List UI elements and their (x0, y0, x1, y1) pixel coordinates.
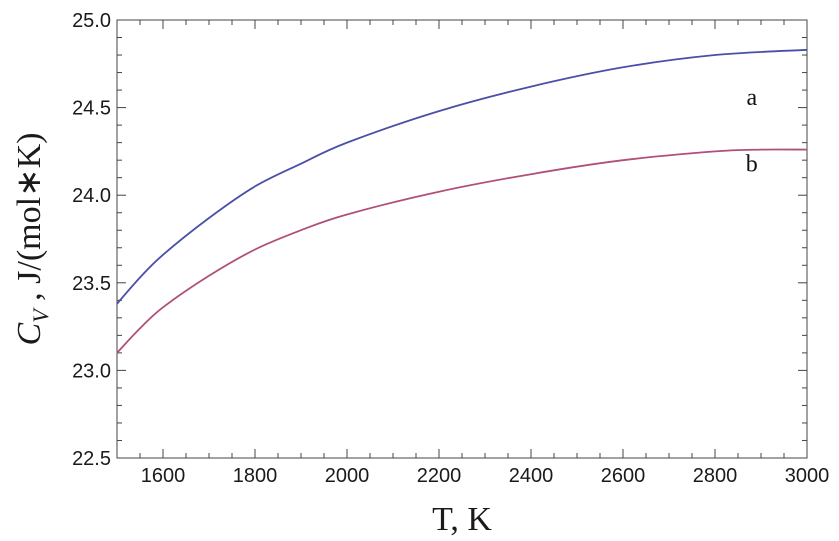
curve-label-a: a (746, 85, 757, 111)
x-axis-ticks: 1600 1800 2000 2200 2400 2600 2800 3000 (116, 20, 830, 487)
curve-label-b: b (746, 152, 758, 178)
plot-area (116, 19, 808, 459)
y-tick-label: 24.5 (72, 98, 111, 120)
x-tick-label: 1800 (233, 465, 278, 487)
x-tick-label: 2200 (417, 465, 462, 487)
y-axis-title-symbol: C (11, 322, 48, 345)
y-tick-label: 23.5 (72, 273, 111, 295)
x-axis-title: T, K (432, 501, 492, 538)
x-tick-label: 3000 (785, 465, 830, 487)
x-tick-label: 2000 (325, 465, 370, 487)
series-line-b (116, 148, 808, 354)
y-axis-title-units: , J/(mol∗K) (11, 133, 48, 310)
x-tick-label: 2800 (693, 465, 738, 487)
y-axis-title-subscript: V (28, 307, 53, 323)
y-tick-label: 23.0 (72, 360, 111, 382)
series-layer (116, 48, 808, 354)
series-line-a (116, 48, 808, 305)
annotation-layer: ab (746, 85, 758, 178)
y-tick-label: 22.5 (72, 448, 111, 470)
y-axis-title: CV , J/(mol∗K) (11, 133, 53, 346)
y-axis-ticks: 22.5 23.0 23.5 24.0 24.5 25.0 (72, 10, 807, 470)
y-tick-label: 24.0 (72, 185, 111, 207)
x-tick-label: 1600 (141, 465, 186, 487)
x-tick-label: 2600 (601, 465, 646, 487)
plot-frame (116, 19, 808, 459)
x-tick-label: 2400 (509, 465, 554, 487)
y-tick-label: 25.0 (72, 10, 111, 32)
